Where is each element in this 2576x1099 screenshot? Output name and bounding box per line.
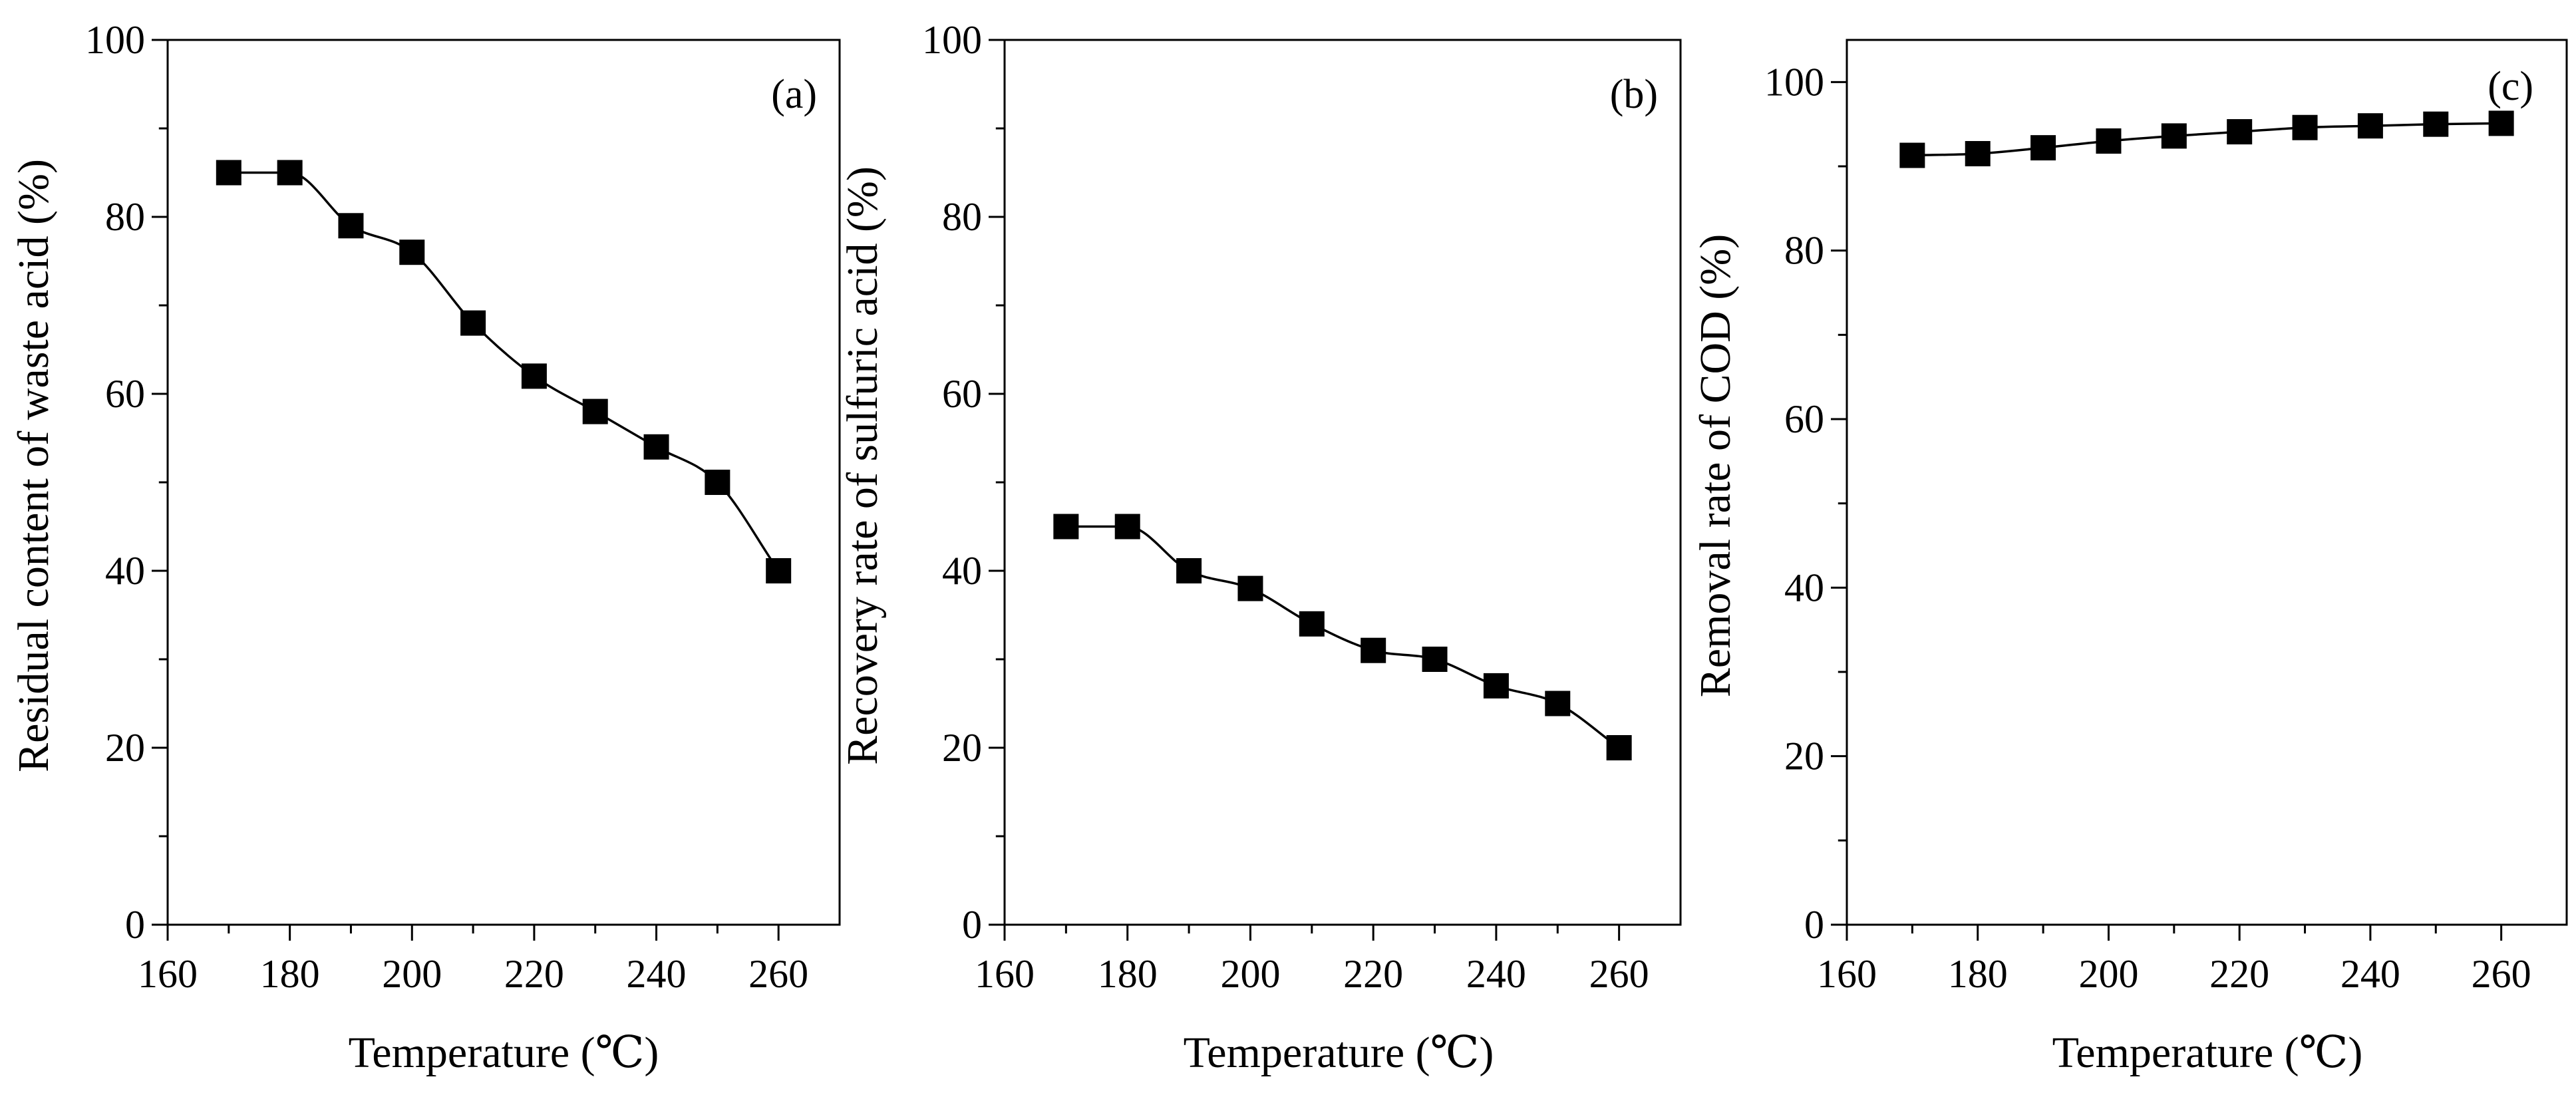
series-line: [1912, 122, 2501, 157]
y-tick-label: 20: [105, 726, 145, 770]
x-axis-title: Temperature (℃): [349, 1028, 659, 1077]
plot-frame: [1846, 39, 2568, 926]
data-point-marker: [2423, 111, 2449, 137]
data-point-marker: [643, 434, 669, 460]
data-point-marker: [1483, 673, 1509, 699]
data-point-marker: [1176, 558, 1202, 583]
data-point-marker: [2096, 128, 2122, 154]
data-point-marker: [705, 470, 730, 495]
x-tick-label: 240: [2340, 952, 2400, 996]
x-tick-label: 240: [627, 952, 687, 996]
y-tick-label: 40: [942, 549, 982, 593]
y-tick-label: 80: [105, 195, 145, 239]
y-tick-label: 60: [1784, 397, 1824, 441]
y-tick-label: 20: [1784, 734, 1824, 778]
y-tick-label: 0: [962, 903, 982, 947]
y-tick-label: 60: [942, 372, 982, 416]
data-point-marker: [2292, 114, 2318, 140]
y-tick-label: 0: [1804, 903, 1824, 947]
y-tick-label: 100: [85, 18, 145, 62]
x-tick-label: 160: [975, 952, 1035, 996]
x-axis-title: Temperature (℃): [1184, 1028, 1494, 1077]
y-tick-label: 80: [1784, 229, 1824, 273]
data-point-marker: [582, 398, 608, 424]
y-axis-title: Recovery rate of sulfuric acid (%): [838, 166, 887, 765]
y-tick-label: 40: [1784, 565, 1824, 609]
series-line: [228, 171, 780, 571]
data-point-marker: [1053, 514, 1079, 540]
x-tick-label: 260: [2472, 952, 2531, 996]
data-point-marker: [1422, 647, 1448, 672]
x-tick-label: 160: [138, 952, 198, 996]
data-point-marker: [1545, 691, 1571, 716]
data-point-marker: [1965, 141, 1991, 166]
data-point-marker: [2030, 135, 2056, 161]
data-point-marker: [1114, 514, 1140, 540]
data-point-marker: [1899, 142, 1925, 168]
x-tick-label: 240: [1466, 952, 1526, 996]
data-point-marker: [1361, 637, 1386, 663]
x-tick-label: 260: [1589, 952, 1649, 996]
x-tick-label: 220: [1343, 952, 1403, 996]
y-tick-label: 100: [1764, 60, 1824, 104]
data-point-marker: [1237, 575, 1263, 601]
x-tick-label: 180: [1098, 952, 1158, 996]
y-axis-title: Residual content of waste acid (%): [9, 159, 58, 772]
x-tick-label: 180: [260, 952, 320, 996]
data-point-marker: [2161, 123, 2187, 149]
x-tick-label: 180: [1948, 952, 2008, 996]
x-tick-label: 220: [2209, 952, 2269, 996]
y-tick-label: 80: [942, 195, 982, 239]
data-point-marker: [216, 160, 242, 186]
data-point-marker: [2357, 113, 2383, 139]
y-tick-label: 100: [922, 18, 982, 62]
panel-label: (a): [771, 72, 817, 117]
panel-label: (c): [2488, 64, 2533, 109]
y-tick-label: 60: [105, 372, 145, 416]
data-point-marker: [766, 558, 792, 583]
data-point-marker: [399, 239, 425, 265]
y-tick-label: 40: [105, 549, 145, 593]
data-point-marker: [338, 213, 364, 239]
data-point-marker: [1606, 735, 1632, 760]
y-axis-title: Removal rate of COD (%): [1691, 234, 1740, 697]
x-tick-label: 260: [748, 952, 808, 996]
x-tick-label: 200: [2078, 952, 2138, 996]
x-tick-label: 160: [1817, 952, 1877, 996]
data-point-marker: [277, 160, 303, 186]
x-axis-title: Temperature (℃): [2052, 1028, 2363, 1077]
series-line: [1066, 525, 1620, 749]
x-tick-label: 200: [1220, 952, 1280, 996]
panel-a: Residual content of waste acid (%) Tempe…: [9, 18, 841, 1077]
panel-label: (b): [1610, 72, 1658, 117]
y-tick-label: 0: [125, 903, 145, 947]
data-point-marker: [2227, 119, 2253, 145]
x-tick-label: 220: [504, 952, 564, 996]
x-tick-label: 200: [382, 952, 442, 996]
panel-b: Recovery rate of sulfuric acid (%) Tempe…: [838, 18, 1682, 1077]
data-point-marker: [1299, 611, 1325, 637]
data-point-marker: [521, 363, 547, 389]
data-point-marker: [460, 310, 486, 336]
panel-c: Removal rate of COD (%) Temperature (℃) …: [1691, 39, 2568, 1077]
y-tick-label: 20: [942, 726, 982, 770]
data-point-marker: [2488, 110, 2514, 136]
